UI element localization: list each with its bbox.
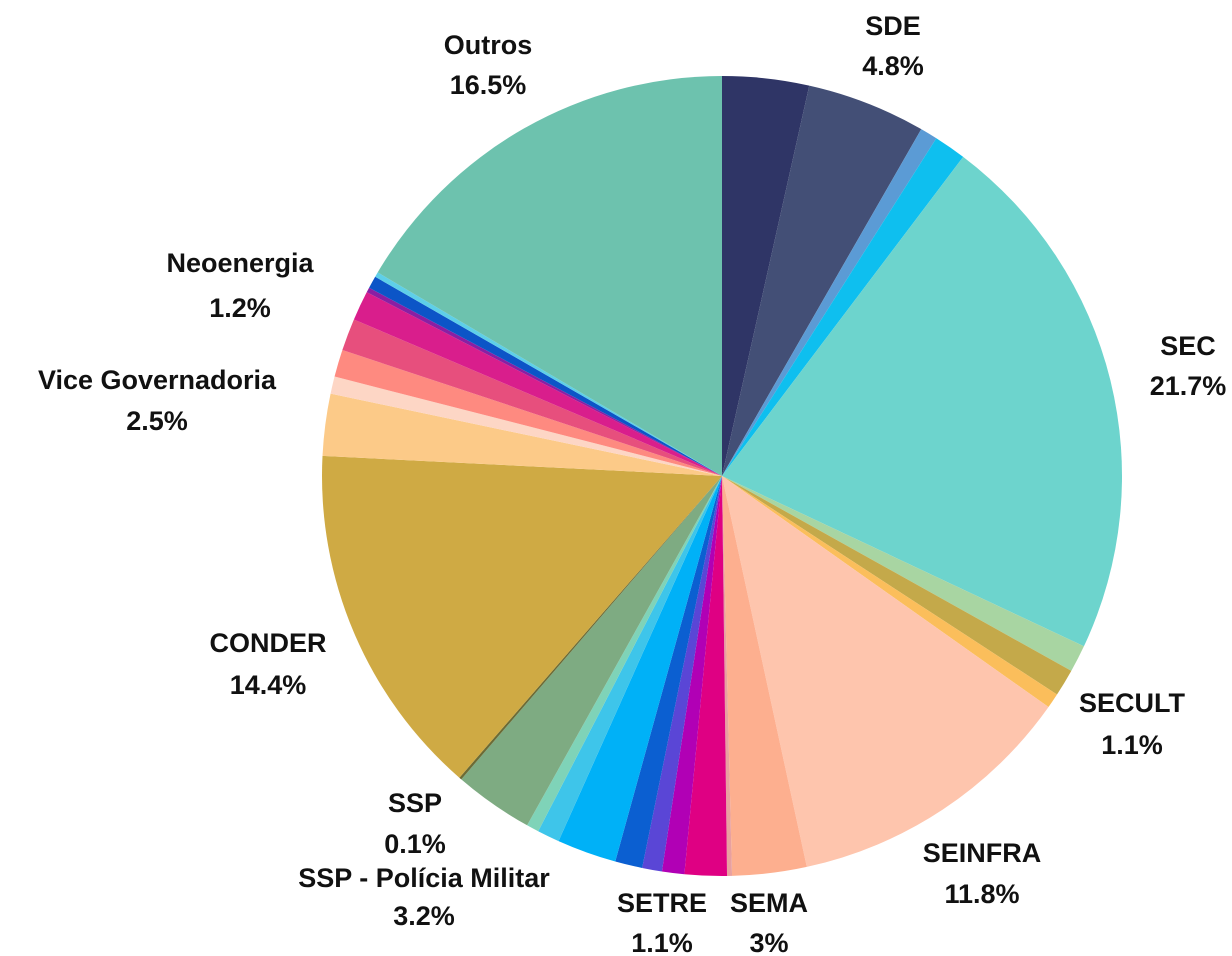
pie-slice [334,350,722,476]
pie-slice [615,476,722,868]
slice-value-label: 1.2% [209,293,271,323]
pie-slice [722,476,1084,671]
pie-slice [722,476,1058,708]
pie-slice [538,476,722,842]
slice-value-label: 2.5% [126,406,188,436]
slice-label: Neoenergia [166,248,314,278]
pie-slice [366,287,722,476]
slice-label: SSP [388,788,442,818]
slice-label: SEINFRA [923,838,1042,868]
pie-slice [322,393,722,476]
slice-value-label: 1.1% [1101,730,1163,760]
pie-slice [342,319,722,476]
pie-slice [353,292,722,476]
slice-value-label: 14.4% [230,670,307,700]
pie-slice [642,476,722,872]
pie-slice [722,156,1123,647]
slice-label: Outros [444,30,533,60]
pie-slice [558,476,722,862]
slice-label: SDE [865,11,921,41]
slice-value-label: 3.2% [393,901,455,931]
slice-label: SECULT [1079,688,1186,718]
pie-slice [722,476,807,876]
slice-value-label: 16.5% [450,70,527,100]
pie-slice [722,476,1049,867]
pie-slice [722,476,1072,695]
pie-slice [459,476,722,780]
pie-slice [661,476,722,875]
slice-value-label: 0.1% [384,829,446,859]
pie-slice [722,476,733,876]
slice-label: CONDER [209,628,326,658]
slice-value-label: 21.7% [1150,371,1227,401]
pie-slice [330,376,722,476]
pie-slice [461,476,722,826]
slice-value-label: 3% [749,928,788,956]
slice-label: SSP - Polícia Militar [298,863,550,893]
slice-value-label: 1.1% [631,928,693,956]
pie-slice [722,85,922,476]
pie-slice [322,455,722,778]
slice-label: Vice Governadoria [38,365,277,395]
pie-slice [684,476,728,876]
pie-slice [722,138,964,476]
pie-slice [377,76,722,476]
slice-label: SEC [1160,331,1216,361]
slice-value-label: 4.8% [862,51,924,81]
slice-label: SETRE [617,888,707,918]
pie-slice [722,129,937,476]
pie-slice [369,276,722,476]
pie-slice [722,76,810,476]
slice-value-label: 11.8% [944,879,1019,909]
slice-label: SEMA [730,888,808,918]
pie-slice [375,272,722,476]
pie-slice [527,476,722,832]
